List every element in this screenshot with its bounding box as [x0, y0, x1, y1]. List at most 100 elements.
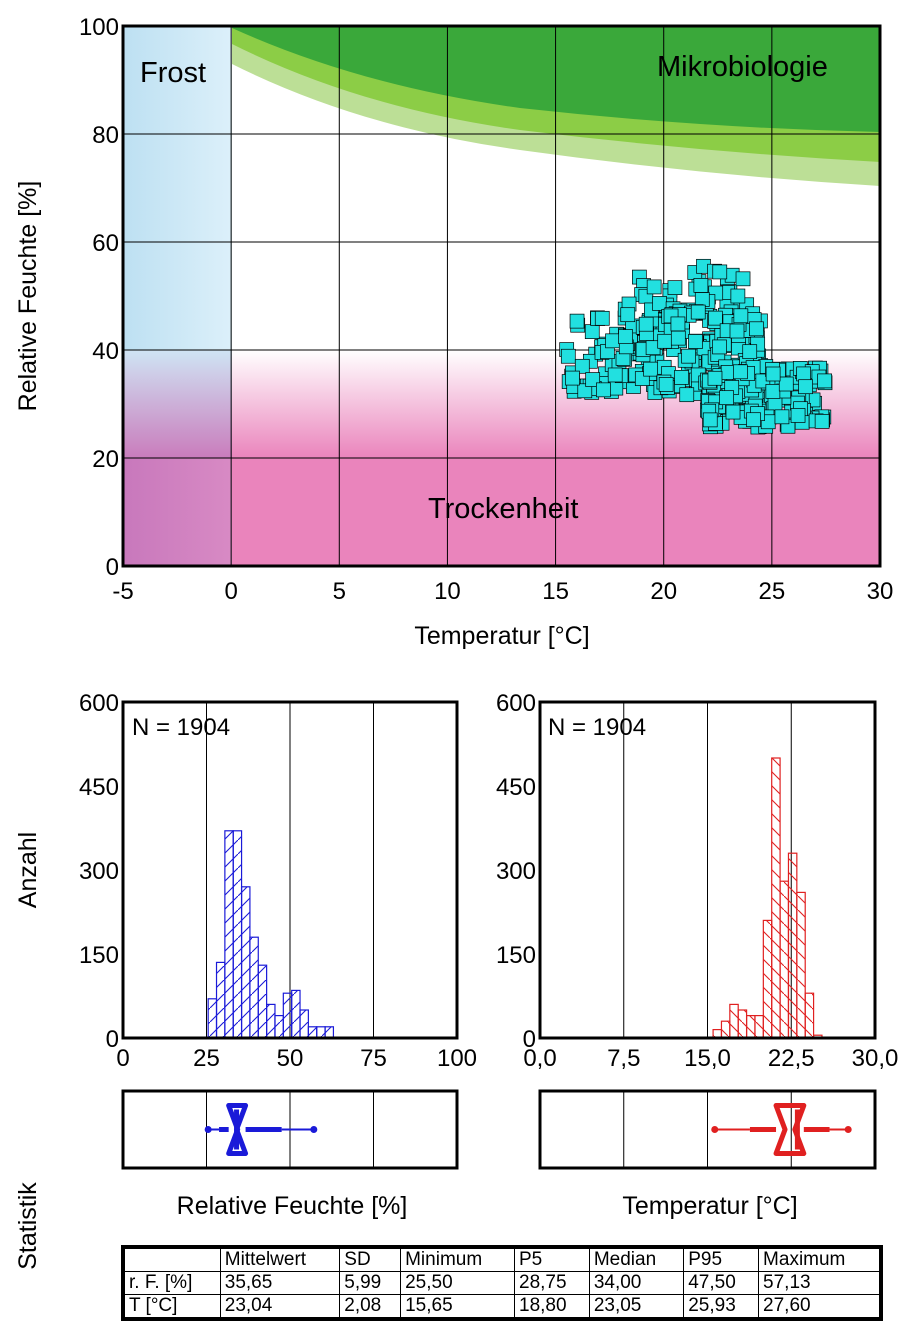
- histogram-bar: [207, 998, 218, 1039]
- data-point: [667, 280, 683, 295]
- data-point: [657, 333, 673, 349]
- data-point: [814, 414, 830, 429]
- y-tick-label: 40: [92, 338, 119, 365]
- x-tick-label: 30,0: [852, 1045, 899, 1072]
- data-point: [707, 370, 723, 386]
- x-tick-label: 30: [867, 578, 894, 605]
- frost-dry-zone-upper: [123, 350, 232, 458]
- x-axis-label: Temperatur [°C]: [414, 622, 589, 650]
- x-tick-label: 25: [759, 578, 786, 605]
- data-point: [796, 366, 811, 382]
- x-tick-labels: -5 0 5 10 15 20 25 30: [112, 578, 893, 605]
- histogram-bar: [282, 992, 293, 1039]
- header-cell: P5: [514, 1248, 590, 1272]
- header-cell: Maximum: [758, 1248, 880, 1272]
- data-point: [638, 316, 654, 332]
- data-point: [565, 370, 580, 386]
- table-cell: 15,65: [400, 1294, 515, 1318]
- iqr-box: [773, 1103, 807, 1156]
- histogram-bar: [240, 886, 251, 1039]
- table-cell: 34,00: [588, 1271, 685, 1295]
- data-point: [742, 344, 758, 360]
- histogram-bar: [224, 830, 234, 1039]
- plot-frame: [121, 24, 882, 568]
- boxplot-humidity: Relative Feuchte [%]: [121, 1089, 459, 1220]
- histogram-bar: [232, 830, 243, 1039]
- histogram-bar: [257, 964, 268, 1039]
- zone-label-microbiology: Mikrobiologie: [657, 51, 828, 83]
- table-cell: 18,80: [514, 1294, 590, 1318]
- y-tick-label: 80: [92, 122, 119, 149]
- data-point: [594, 310, 610, 326]
- data-point: [560, 348, 576, 364]
- max-marker: [844, 1126, 852, 1133]
- histogram-bar: [307, 1026, 318, 1039]
- boxplot-temperature: Temperatur [°C]: [538, 1089, 877, 1220]
- table-row: r. F. [%] 35,65 5,99 25,50 28,75 34,00 4…: [124, 1271, 880, 1295]
- histogram-bar: [299, 1009, 309, 1039]
- x-tick-label: 25: [193, 1045, 220, 1072]
- table-cell: 28,75: [514, 1271, 590, 1295]
- data-point: [690, 304, 706, 320]
- data-point: [618, 329, 633, 344]
- table-cell: 23,05: [588, 1294, 685, 1318]
- x-tick-label: 7,5: [607, 1045, 640, 1072]
- max-marker: [310, 1126, 318, 1133]
- data-point: [679, 387, 695, 403]
- sample-count: N = 1904: [132, 714, 230, 741]
- data-point: [735, 271, 751, 287]
- table-cell: 25,50: [400, 1271, 515, 1295]
- y-tick-label: 20: [92, 446, 119, 473]
- table-cell: 2,08: [339, 1294, 402, 1318]
- data-point: [708, 310, 723, 326]
- boxplot-axis-label: Temperatur [°C]: [622, 1192, 797, 1220]
- histogram-bar: [729, 1003, 739, 1039]
- data-point: [652, 296, 667, 311]
- box: [711, 1103, 852, 1156]
- x-tick-label: 15,0: [684, 1045, 731, 1072]
- data-point: [620, 307, 636, 323]
- table-header-row: Mittelwert SD Minimum P5 Median P95 Maxi…: [124, 1248, 880, 1272]
- y-tick-label: 300: [79, 858, 119, 885]
- data-point: [725, 404, 741, 420]
- histogram-bar: [754, 1014, 764, 1039]
- x-tick-label: 0: [224, 578, 237, 605]
- data-point: [702, 412, 718, 428]
- x-tick-labels: 0,0 7,5 15,0 22,5 30,0: [523, 1045, 898, 1072]
- data-point: [746, 412, 761, 428]
- histogram-humidity: N = 1904 0 150 300 450 600 0 25 50 75 100: [79, 690, 477, 1072]
- histogram-bar: [762, 919, 773, 1039]
- table-cell: 23,04: [219, 1294, 341, 1318]
- header-cell: Minimum: [400, 1248, 515, 1272]
- data-point: [790, 408, 806, 423]
- histogram-bar: [804, 992, 815, 1039]
- statistics-table: Mittelwert SD Minimum P5 Median P95 Maxi…: [121, 1245, 883, 1321]
- x-tick-label: 50: [277, 1045, 304, 1072]
- sample-count: N = 1904: [548, 714, 646, 741]
- y-tick-label: 450: [496, 774, 536, 801]
- min-marker: [204, 1126, 212, 1133]
- frost-zone: [123, 26, 232, 350]
- table-cell: 57,13: [758, 1271, 880, 1295]
- plot-frame: [538, 1089, 877, 1170]
- x-tick-label: 100: [437, 1045, 477, 1072]
- histogram-temperature: N = 1904 0 150 300 450 600 0,0 7,5 15,0 22,5 30,…: [496, 690, 898, 1072]
- data-point: [765, 384, 781, 399]
- table-cell: 35,65: [219, 1271, 341, 1295]
- data-point: [574, 358, 590, 374]
- data-point: [688, 334, 703, 349]
- data-point: [817, 373, 833, 389]
- table-cell: 27,60: [758, 1294, 880, 1318]
- histogram-bar: [737, 1009, 748, 1039]
- data-point: [774, 409, 790, 425]
- table-cell: 5,99: [339, 1271, 402, 1295]
- y-tick-label: 600: [79, 690, 119, 717]
- histogram-bar: [274, 1014, 284, 1039]
- data-point: [693, 278, 709, 293]
- data-point: [719, 390, 734, 406]
- y-tick-label: 600: [496, 690, 536, 717]
- x-tick-label: 22,5: [768, 1045, 815, 1072]
- table-cell: 47,50: [683, 1271, 760, 1295]
- data-point: [605, 333, 620, 349]
- x-tick-label: 15: [542, 578, 569, 605]
